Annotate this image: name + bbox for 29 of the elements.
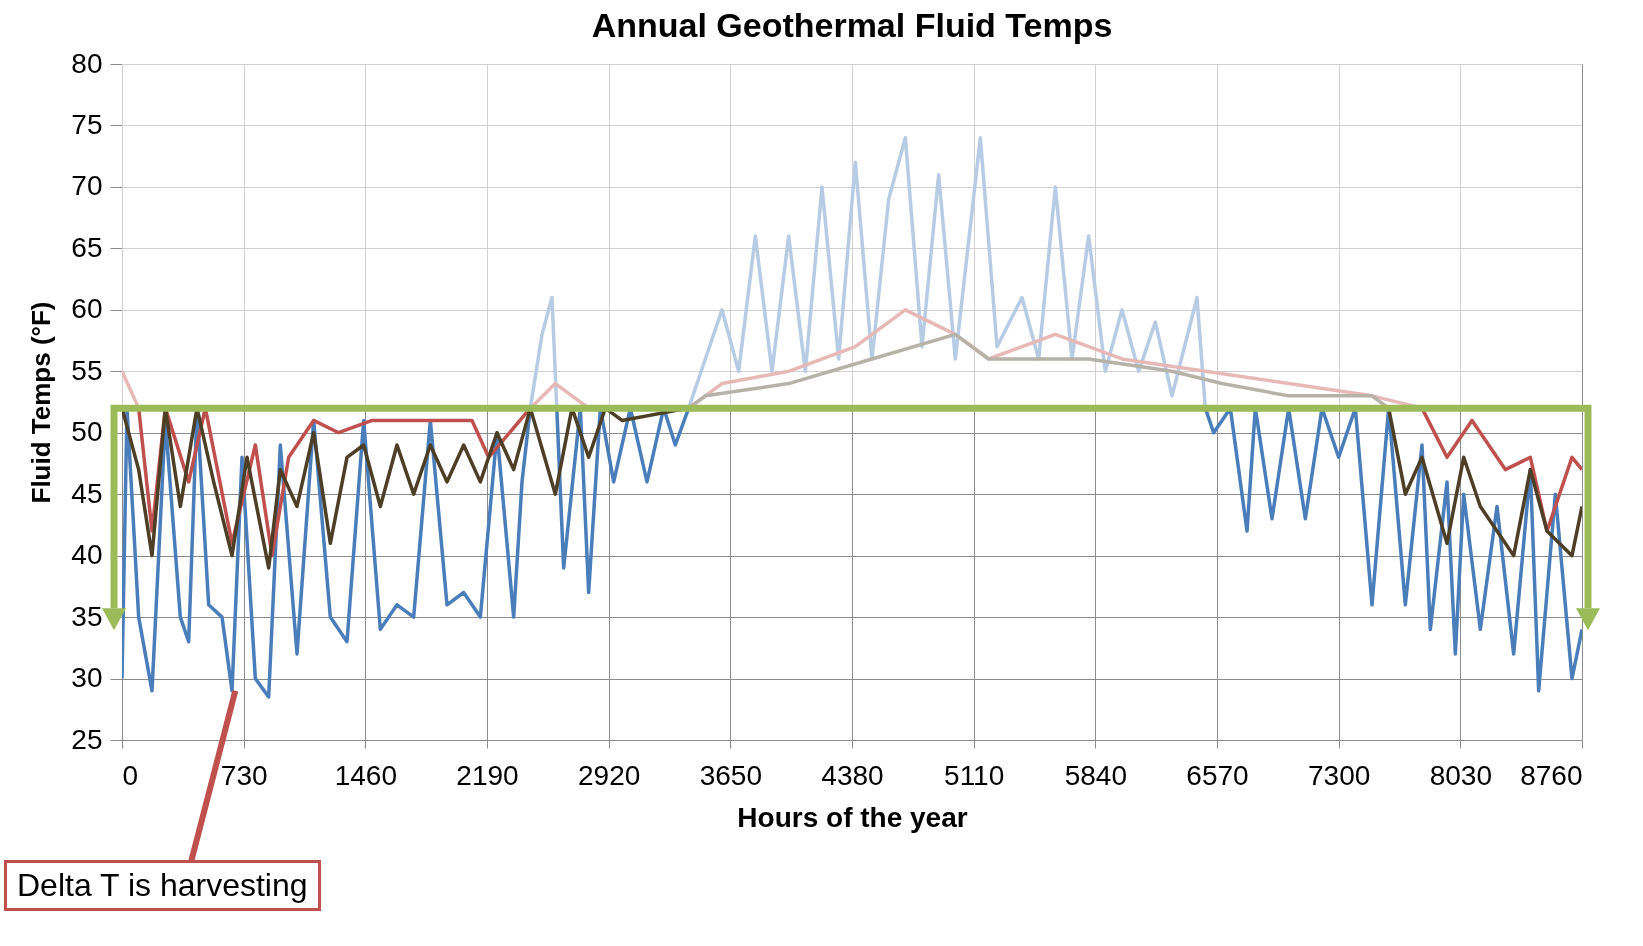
x-tick-label: 0	[122, 759, 139, 791]
x-tick-label: 1460	[334, 759, 397, 791]
y-tick-label: 45	[71, 477, 103, 509]
y-tick-label: 55	[71, 354, 103, 386]
annotation: Delta T is harvesting	[4, 860, 321, 911]
x-tick-label: 730	[220, 759, 268, 791]
y-tick-label: 65	[71, 231, 103, 263]
x-tick-label: 6570	[1186, 759, 1249, 791]
y-axis-title: Fluid Temps (°F)	[26, 301, 57, 504]
x-tick-label: 8760	[1520, 759, 1583, 791]
y-tick-label: 75	[71, 108, 103, 140]
y-tick-label: 50	[71, 416, 103, 448]
x-tick-label: 2920	[578, 759, 641, 791]
y-tick-label: 70	[71, 170, 103, 202]
x-tick-label: 4380	[821, 759, 884, 791]
x-tick-label: 2190	[456, 759, 519, 791]
y-tick-label: 60	[71, 293, 103, 325]
y-tick-label: 35	[71, 600, 103, 632]
y-tick-label: 40	[71, 539, 103, 571]
x-tick-label: 5840	[1064, 759, 1127, 791]
x-tick-label: 5110	[944, 759, 1005, 791]
x-axis-title: Hours of the year	[737, 801, 968, 833]
chart-title: Annual Geothermal Fluid Temps	[591, 6, 1113, 44]
x-tick-label: 8030	[1429, 759, 1492, 791]
x-tick-label: 3650	[699, 759, 762, 791]
y-tick-label: 25	[71, 723, 103, 755]
y-tick-label: 80	[71, 47, 103, 79]
y-tick-label: 30	[71, 662, 103, 694]
x-tick-label: 7300	[1308, 759, 1371, 791]
